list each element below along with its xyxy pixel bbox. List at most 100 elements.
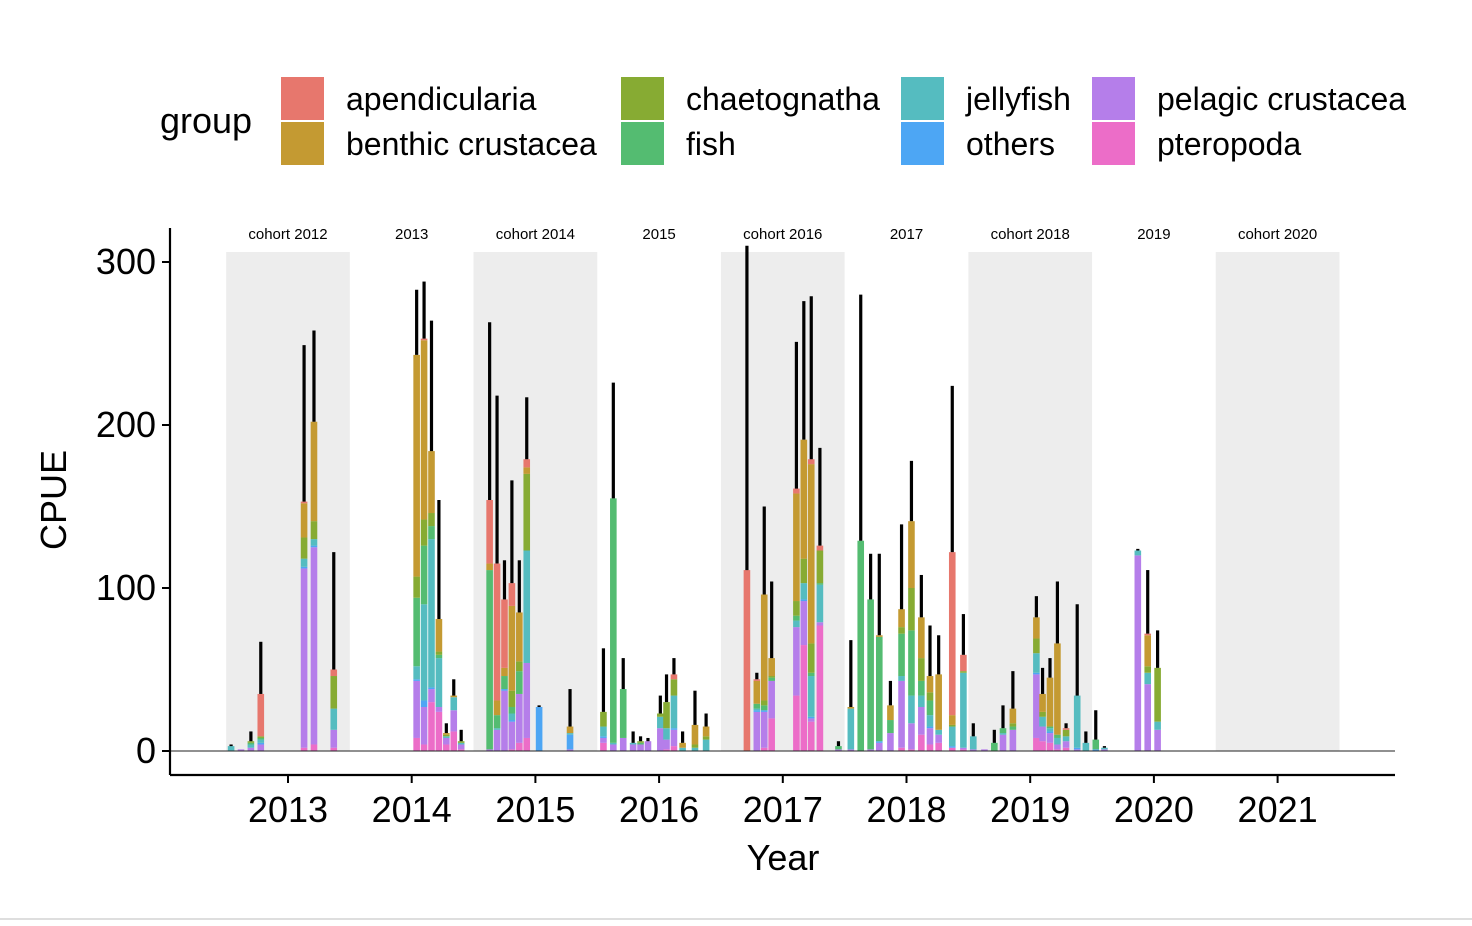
bar-segment-fish [887, 720, 894, 734]
bar-segment-chaetognatha [800, 558, 808, 584]
bar-segment-benthic-crustacea [443, 733, 450, 735]
x-tick-label: 2021 [1238, 789, 1318, 830]
legend-label: apendicularia [346, 81, 537, 117]
bar-segment-pteropoda [1046, 742, 1054, 751]
bar-segment-jellyfish [1144, 672, 1152, 685]
bar-stack [1144, 633, 1152, 751]
bar-segment-pteropoda [800, 645, 808, 751]
bar-segment-jellyfish [600, 726, 607, 737]
bar-segment-others [753, 710, 761, 712]
bar-segment-pelagic-crustacea [629, 744, 637, 751]
bar-segment-pteropoda [908, 749, 915, 751]
legend-label: fish [686, 126, 736, 162]
bar-segment-pelagic-crustacea [981, 749, 988, 751]
bar-segment-fish [857, 540, 865, 751]
bar-segment-fish [1092, 739, 1100, 750]
bar-segment-fish [918, 680, 925, 696]
bar-segment-jellyfish [428, 539, 435, 688]
bar-segment-chaetognatha [908, 588, 915, 631]
bar-segment-others [800, 599, 808, 602]
bar-segment-pteropoda [1062, 747, 1070, 751]
bar-segment-apendicularia [670, 674, 678, 680]
bar-stack [428, 451, 435, 751]
bar-segment-fish [898, 633, 905, 677]
bar-stack [887, 705, 894, 751]
legend-swatch [281, 122, 324, 165]
bar-segment-jellyfish [1039, 716, 1046, 727]
cohort-band-label: 2019 [1137, 226, 1170, 243]
bar-segment-jellyfish [847, 708, 855, 750]
bar-segment-fish [816, 583, 824, 585]
bar-segment-apendicularia [486, 499, 493, 564]
bar-segment-others [1073, 747, 1081, 750]
bar-segment-pelagic-crustacea [501, 690, 508, 751]
bar-segment-jellyfish [999, 733, 1007, 735]
bar-segment-chaetognatha [760, 700, 768, 706]
bar-segment-jellyfish [1033, 653, 1040, 673]
bar-segment-chaetognatha [702, 736, 710, 740]
bar-segment-pelagic-crustacea [1062, 741, 1070, 748]
bar-segment-chaetognatha [1009, 723, 1017, 727]
legend-item-benthic-crustacea: benthic crustacea [281, 122, 597, 165]
bar-stack [875, 635, 883, 751]
bar-segment-jellyfish [908, 695, 915, 724]
bar-segment-apendicularia [816, 545, 824, 551]
bar-segment-fish [835, 746, 842, 750]
bar-segment-fish [516, 671, 523, 694]
bar-stack [1101, 747, 1108, 751]
bar-segment-pelagic-crustacea [999, 734, 1007, 751]
bar-stack [981, 749, 988, 751]
bar-segment-pteropoda [926, 744, 934, 751]
bar-segment-pteropoda [948, 747, 956, 751]
bar-segment-jellyfish [1062, 736, 1070, 742]
bar-segment-pelagic-crustacea [670, 729, 678, 747]
bar-segment-pteropoda [1033, 737, 1040, 751]
bar-segment-pteropoda [428, 702, 435, 751]
bar-segment-pteropoda [450, 731, 458, 751]
bar-segment-chaetognatha [435, 651, 443, 655]
bar-segment-pteropoda [935, 742, 942, 751]
bar-segment-pteropoda [1054, 749, 1061, 751]
bar-segment-apendicularia [948, 552, 956, 716]
bar-stack [663, 702, 670, 751]
bar-segment-chaetognatha [1154, 667, 1161, 722]
bar-segment-jellyfish [257, 739, 265, 743]
bar-segment-chaetognatha [516, 661, 523, 672]
x-tick-label: 2019 [990, 789, 1070, 830]
cohort-band [720, 252, 845, 751]
bar-segment-pteropoda [918, 734, 925, 751]
x-tick-label: 2016 [619, 789, 699, 830]
bar-segment-chaetognatha [1039, 711, 1046, 717]
bar-segment-chaetognatha [523, 473, 531, 551]
bar-segment-benthic-crustacea [1009, 708, 1017, 724]
bar-stack [867, 599, 874, 751]
bar-segment-benthic-crustacea [516, 612, 523, 662]
bar-stack [600, 711, 607, 751]
legend: group apendicularia benthic crustacea chae… [160, 77, 1406, 165]
bar-segment-jellyfish [629, 742, 637, 745]
bar-segment-apendicularia [501, 599, 508, 668]
x-tick-label: 2014 [372, 789, 452, 830]
cohort-band-label: 2015 [642, 226, 675, 243]
bar-segment-pelagic-crustacea [807, 718, 815, 722]
legend-item-jellyfish: jellyfish [901, 77, 1071, 120]
bars [227, 338, 1161, 751]
bar-stack [644, 741, 652, 751]
bar-segment-pelagic-crustacea [247, 747, 255, 751]
bar-segment-chaetognatha [898, 627, 905, 634]
bar-segment-pelagic-crustacea [610, 744, 617, 751]
bar-segment-fish [420, 545, 428, 605]
bar-stack [898, 609, 905, 751]
bar-segment-jellyfish [457, 742, 465, 745]
bar-segment-jellyfish [1054, 737, 1061, 745]
bar-segment-pteropoda [413, 737, 420, 751]
bar-segment-apendicularia [1144, 633, 1152, 636]
legend-swatch [281, 77, 324, 120]
cohort-band-label: 2013 [395, 226, 428, 243]
bar-segment-others [535, 706, 543, 751]
bar-stack [691, 724, 699, 751]
bar-segment-pelagic-crustacea [493, 729, 501, 751]
bar-segment-apendicularia [523, 459, 531, 468]
legend-title: group [160, 100, 252, 141]
bar-stack [619, 689, 627, 751]
